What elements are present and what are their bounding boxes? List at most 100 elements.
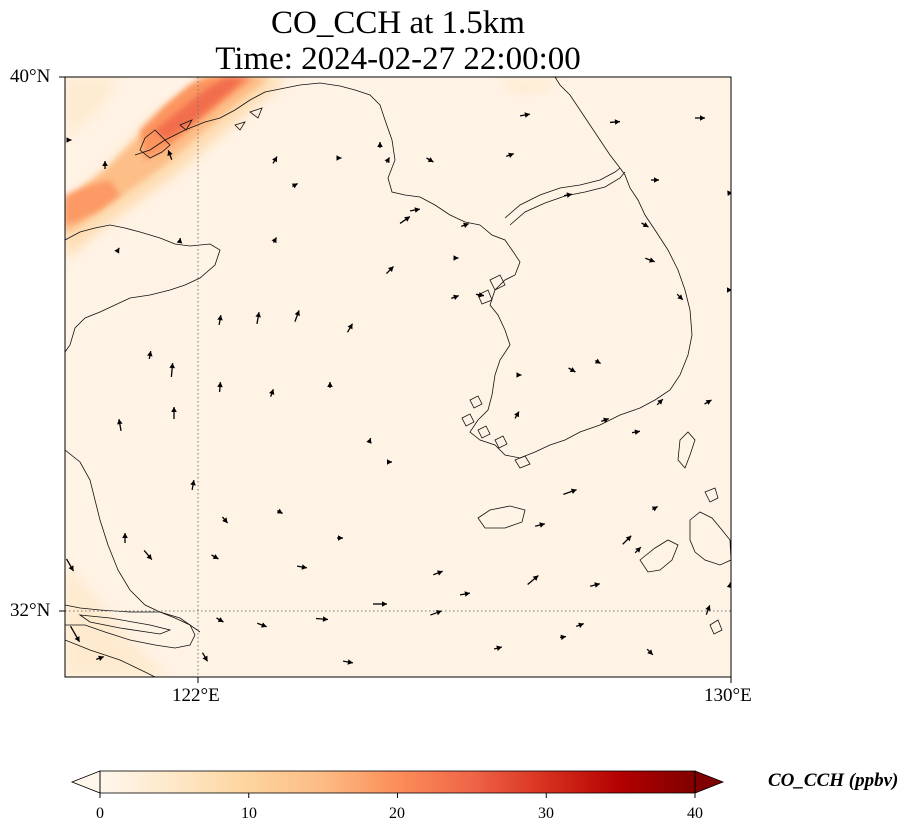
wind-vector [190, 479, 196, 491]
wind-vector [704, 399, 712, 405]
wind-vector [167, 150, 173, 160]
colorbar-label: CO_CCH (ppbv) [768, 770, 899, 791]
wind-vector [217, 381, 223, 393]
wind-vector [169, 362, 175, 378]
wind-vector [386, 266, 394, 274]
colorbar-tick-10: 10 [241, 805, 257, 822]
wind-vector [727, 287, 731, 293]
wind-vector [122, 533, 128, 543]
wind-vector [114, 247, 120, 254]
wind-vector [102, 161, 108, 169]
wind-vector [656, 398, 664, 406]
wind-vector [65, 558, 75, 572]
wind-vector [336, 155, 342, 161]
wind-vector [296, 564, 308, 570]
colorbar-tick-20: 20 [389, 805, 405, 822]
wind-vector [493, 645, 503, 651]
wind-vector [430, 610, 442, 616]
wind-vector [634, 546, 642, 554]
wind-vector [516, 372, 522, 378]
wind-vector [576, 622, 584, 628]
colorbar-extend-high [694, 770, 725, 794]
wind-vector [527, 575, 539, 585]
colorbar-tick-0: 0 [96, 805, 104, 822]
wind-vector [459, 591, 471, 597]
wind-vector [366, 437, 372, 444]
wind-vector [641, 222, 649, 228]
wind-vector [726, 582, 731, 588]
lat-label-32N: 32°N [10, 600, 51, 621]
wind-vector [727, 190, 731, 197]
wind-vector [695, 115, 705, 121]
wind-vector [217, 314, 223, 326]
map-frame [64, 76, 732, 678]
colorbar [70, 770, 725, 798]
wind-vector [221, 516, 229, 524]
colorbar-gradient [100, 771, 695, 793]
wind-vector [327, 382, 333, 388]
wind-vector [377, 142, 383, 148]
wind-vector [601, 417, 609, 423]
wind-vector [269, 389, 275, 397]
wind-vector [176, 237, 183, 244]
wind-vector [272, 156, 278, 164]
concentration-background [65, 77, 731, 677]
wind-vector [346, 323, 354, 333]
wind-vector [645, 257, 655, 263]
wind-vector [117, 418, 123, 432]
wind-vector [622, 535, 632, 545]
wind-vector [563, 488, 577, 496]
wind-vector [651, 177, 659, 183]
wind-vector [506, 152, 514, 158]
wind-vector [609, 119, 621, 125]
wind-vector [291, 182, 298, 189]
wind-vector [342, 659, 354, 665]
wind-vector [211, 554, 219, 560]
wind-vector [216, 617, 224, 623]
lon-label-130E: 130°E [704, 685, 752, 706]
co-plume [65, 77, 560, 677]
chart-title: CO_CCH at 1.5km [271, 5, 525, 41]
wind-vector [646, 648, 654, 656]
wind-vector [563, 192, 573, 198]
wind-vector [705, 605, 711, 615]
wind-vector-field [65, 112, 731, 665]
wind-vector [337, 535, 343, 541]
wind-vector [294, 310, 300, 322]
wind-vector [257, 622, 267, 628]
wind-vector [69, 625, 81, 643]
wind-vector [433, 570, 443, 576]
colorbar-extend-low [70, 770, 101, 794]
wind-vector [399, 216, 411, 224]
wind-vector [676, 293, 684, 301]
colorbar-tick-30: 30 [538, 805, 554, 822]
wind-vector [451, 294, 459, 300]
lat-label-40N: 40°N [10, 66, 51, 87]
wind-vector [514, 411, 520, 419]
chart-subtitle-time: Time: 2024-02-27 22:00:00 [215, 41, 581, 77]
wind-vector [568, 367, 576, 373]
wind-vector [276, 508, 283, 515]
wind-vector [535, 522, 545, 528]
wind-vector [171, 407, 177, 419]
wind-vector [409, 207, 421, 213]
wind-vector [387, 459, 392, 465]
wind-vector [255, 311, 261, 325]
wind-vector [315, 616, 329, 622]
wind-vector [143, 549, 153, 561]
wind-vector [147, 350, 153, 360]
wind-vector [461, 222, 469, 228]
wind-vector [559, 634, 567, 641]
lon-label-122E: 122°E [172, 685, 220, 706]
map-field [65, 77, 731, 677]
wind-vector [475, 292, 485, 298]
wind-vector [271, 237, 278, 244]
wind-vector [426, 157, 434, 163]
wind-vector [453, 255, 459, 261]
wind-vector [384, 157, 391, 164]
wind-vector [519, 112, 531, 118]
wind-vector [651, 505, 658, 512]
wind-vector [66, 137, 72, 143]
wind-vector [373, 601, 387, 607]
